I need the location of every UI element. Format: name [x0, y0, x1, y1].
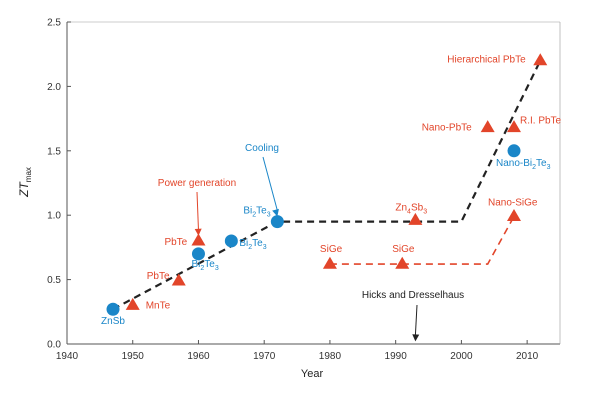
blue-circle-marker — [191, 247, 205, 261]
y-tick-label: 2.0 — [47, 82, 61, 93]
label-subscript: 2 — [248, 244, 252, 251]
red-triangle-marker — [171, 273, 186, 286]
annotation-arrowhead — [194, 228, 202, 236]
red-triangle-marker — [191, 233, 206, 246]
label-subscript: 2 — [200, 265, 204, 272]
label-subscript: 3 — [423, 208, 427, 215]
y-tick-label: 1.0 — [47, 211, 61, 222]
label-text: Hierarchical PbTe — [447, 55, 526, 66]
blue-circle-marker — [270, 215, 284, 229]
y-axis-title-subscript: max — [24, 167, 33, 182]
y-tick-label: 1.5 — [47, 146, 61, 157]
annotation-arrow-line — [196, 191, 199, 230]
label-text: Zn — [395, 202, 407, 213]
label-text: SiGe — [320, 244, 343, 255]
label-text: Te — [536, 158, 547, 169]
red-triangle-marker — [322, 256, 337, 269]
label-text: Nano-Bi — [496, 158, 532, 169]
trend-lines — [112, 60, 542, 311]
data-point-label: Bi2Te3 — [191, 259, 218, 272]
data-markers — [106, 53, 548, 316]
annotation-label: Hicks and Dresselhaus — [362, 290, 464, 301]
data-point-label: Zn4Sb3 — [395, 202, 427, 215]
label-text: Te — [252, 238, 263, 249]
x-axis-title: Year — [301, 368, 324, 380]
label-text: ZnSb — [101, 316, 125, 327]
blue-circle-marker — [224, 234, 238, 248]
red-triangle-marker — [480, 120, 495, 133]
red-triangle-marker — [506, 209, 521, 222]
annotation-arrow-line — [262, 156, 278, 211]
label-subscript: 4 — [407, 208, 411, 215]
label-text: Nano-SiGe — [488, 197, 538, 208]
y-tick-label: 2.5 — [47, 18, 61, 29]
y-axis-title: ZTmax — [17, 167, 33, 198]
red-triangle-marker — [533, 53, 548, 66]
blue-circle-marker — [507, 144, 521, 158]
x-tick-label: 1970 — [253, 351, 276, 362]
data-labels: ZnSbBi2Te3Bi2Te3Bi2Te3Nano-Bi2Te3MnTePbT… — [101, 55, 561, 328]
label-text: Te — [256, 206, 267, 217]
annotation-label: Cooling — [245, 143, 279, 154]
data-point-label: SiGe — [392, 244, 415, 255]
label-text: Sb — [411, 202, 424, 213]
y-tick-label: 0.0 — [47, 340, 61, 351]
data-point-label: ZnSb — [101, 316, 125, 327]
data-point-label: SiGe — [320, 244, 343, 255]
data-point-label: Hierarchical PbTe — [447, 55, 526, 66]
red-triangle-marker — [408, 212, 423, 225]
data-point-label: Bi2Te3 — [243, 206, 270, 219]
red-dashed-trend-line — [329, 216, 515, 265]
label-text: R.I. PbTe — [520, 116, 562, 127]
black-dashed-trend-line — [112, 60, 542, 311]
data-point-label: PbTe — [147, 271, 170, 282]
data-point-label: Nano-Bi2Te3 — [496, 158, 551, 171]
label-text: PbTe — [147, 271, 170, 282]
x-tick-label: 1960 — [187, 351, 210, 362]
label-subscript: 2 — [532, 164, 536, 171]
data-point-label: R.I. PbTe — [520, 116, 562, 127]
y-axis-title-main: ZT — [17, 181, 31, 198]
annotation-arrowhead — [412, 334, 420, 342]
label-text: Bi — [243, 206, 252, 217]
data-point-label: MnTe — [146, 300, 171, 311]
red-triangle-marker — [395, 256, 410, 269]
x-tick-label: 1980 — [319, 351, 342, 362]
label-text: Te — [204, 259, 215, 270]
x-tick-label: 1950 — [122, 351, 145, 362]
label-subscript: 3 — [263, 244, 267, 251]
red-triangle-marker — [506, 120, 521, 133]
axes: 1940 1950 1960 1970 1980 1990 2000 2010 0.0 0.5 1.… — [47, 18, 561, 362]
label-text: Bi — [191, 259, 200, 270]
data-point-label: PbTe — [164, 237, 187, 248]
label-subscript: 3 — [547, 164, 551, 171]
data-point-label: Nano-SiGe — [488, 197, 538, 208]
red-triangle-marker — [125, 297, 140, 310]
label-subscript: 3 — [215, 265, 219, 272]
x-tick-label: 1990 — [385, 351, 408, 362]
annotation-arrow-line — [414, 304, 418, 336]
annotation-arrowhead — [272, 208, 279, 217]
label-subscript: 2 — [252, 212, 256, 219]
label-text: Bi — [239, 238, 248, 249]
label-text: PbTe — [164, 237, 187, 248]
annotation-label: Power generation — [158, 178, 236, 189]
data-point-label: Nano-PbTe — [422, 123, 472, 134]
x-tick-label: 2010 — [516, 351, 539, 362]
x-tick-label: 1940 — [56, 351, 79, 362]
label-text: MnTe — [146, 300, 171, 311]
label-text: SiGe — [392, 244, 415, 255]
data-point-label: Bi2Te3 — [239, 238, 266, 251]
blue-circle-marker — [106, 302, 120, 316]
annotation-arrows — [194, 156, 420, 342]
label-subscript: 3 — [267, 212, 271, 219]
x-tick-label: 2000 — [450, 351, 473, 362]
label-text: Nano-PbTe — [422, 123, 472, 134]
y-tick-label: 0.5 — [47, 275, 61, 286]
